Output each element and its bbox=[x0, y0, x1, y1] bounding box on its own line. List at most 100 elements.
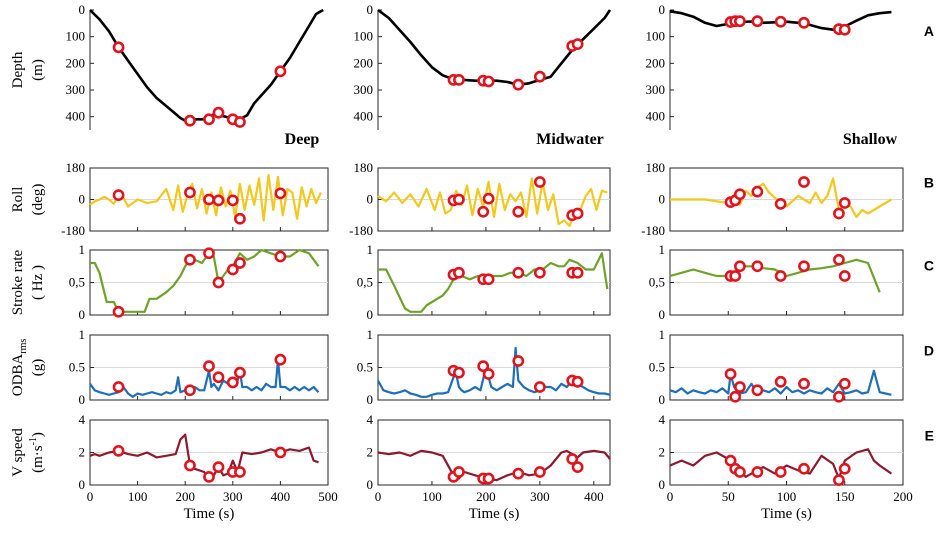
x-tick-label: 300 bbox=[530, 489, 550, 504]
event-marker bbox=[734, 466, 746, 478]
event-marker bbox=[184, 459, 196, 472]
event-marker bbox=[112, 444, 125, 457]
x-axis-label: Time (s) bbox=[469, 506, 520, 522]
y-tick-label: 180 bbox=[646, 160, 666, 175]
y-tick-label: 0 bbox=[79, 2, 86, 17]
event-marker bbox=[212, 461, 225, 474]
y-axis-units: (deg) bbox=[30, 184, 46, 216]
y-tick-label: 4 bbox=[79, 412, 86, 427]
event-marker bbox=[833, 474, 845, 487]
event-marker bbox=[203, 193, 215, 206]
column-title: Shallow bbox=[843, 131, 898, 148]
event-marker bbox=[833, 390, 845, 403]
y-tick-label: 0 bbox=[659, 2, 666, 17]
event-marker bbox=[774, 466, 787, 478]
event-marker bbox=[734, 188, 746, 201]
y-axis-label-sub: rms bbox=[18, 339, 29, 354]
x-tick-label: 0 bbox=[667, 489, 674, 504]
y-tick-label: 400 bbox=[354, 109, 374, 124]
y-tick-label: 100 bbox=[646, 29, 666, 44]
event-marker bbox=[838, 462, 851, 475]
series-line-depth bbox=[89, 8, 324, 122]
event-marker bbox=[833, 253, 845, 266]
event-marker bbox=[226, 263, 239, 276]
event-marker bbox=[274, 353, 287, 366]
event-marker bbox=[112, 41, 125, 54]
event-marker bbox=[571, 461, 584, 474]
y-tick-label: 4 bbox=[659, 412, 666, 427]
event-marker bbox=[571, 207, 584, 220]
y-tick-label: 1 bbox=[79, 327, 86, 342]
panel-shallow-stroke bbox=[669, 249, 904, 316]
y-tick-label: 0 bbox=[367, 2, 374, 17]
x-tick-label: 200 bbox=[175, 489, 195, 504]
y-tick-label: 1 bbox=[367, 242, 374, 257]
event-marker bbox=[203, 113, 215, 126]
y-tick-label: 0,5 bbox=[649, 275, 665, 290]
y-tick-label: 400 bbox=[66, 109, 86, 124]
event-marker bbox=[482, 368, 495, 380]
event-marker bbox=[833, 207, 845, 220]
y-tick-label: 200 bbox=[66, 55, 86, 70]
event-marker bbox=[729, 390, 742, 403]
y-tick-label: 0,5 bbox=[357, 275, 373, 290]
y-tick-label: 0 bbox=[659, 192, 666, 207]
y-tick-label: 1 bbox=[659, 327, 666, 342]
event-marker bbox=[226, 376, 239, 389]
event-marker bbox=[184, 186, 196, 199]
x-tick-label: 100 bbox=[128, 489, 148, 504]
y-axis-units: ( Hz ) bbox=[30, 265, 46, 300]
x-tick-label: 150 bbox=[835, 489, 855, 504]
y-tick-label: -180 bbox=[641, 223, 665, 238]
event-marker bbox=[212, 371, 225, 384]
event-marker bbox=[798, 377, 810, 390]
panel-deep-depth bbox=[89, 9, 94, 130]
y-axis-label: V speed bbox=[10, 428, 26, 477]
event-marker bbox=[533, 70, 546, 83]
event-marker bbox=[226, 194, 239, 207]
y-tick-label: 1 bbox=[79, 242, 86, 257]
event-marker bbox=[212, 276, 225, 289]
x-tick-label: 200 bbox=[476, 489, 496, 504]
series-line-roll bbox=[89, 173, 322, 222]
y-tick-label: 400 bbox=[646, 109, 666, 124]
series-line-roll bbox=[670, 177, 892, 219]
event-marker bbox=[734, 381, 746, 393]
x-axis-label: Time (s) bbox=[761, 506, 812, 522]
event-marker bbox=[751, 15, 764, 28]
row-letter: B bbox=[924, 175, 934, 191]
event-marker bbox=[566, 453, 579, 465]
y-tick-label: 180 bbox=[354, 160, 374, 175]
event-marker bbox=[234, 212, 246, 225]
y-tick-label: 300 bbox=[646, 82, 666, 97]
row-letter: C bbox=[924, 258, 934, 274]
event-marker bbox=[274, 65, 287, 78]
panel-midwater-stroke bbox=[377, 249, 611, 316]
y-tick-label: 0 bbox=[367, 392, 374, 407]
y-tick-label: 300 bbox=[354, 82, 374, 97]
y-axis-units-tail: ) bbox=[30, 432, 46, 437]
event-marker bbox=[533, 381, 546, 393]
panel-shallow-odba bbox=[669, 334, 904, 401]
x-tick-label: 0 bbox=[87, 489, 94, 504]
x-tick-label: 200 bbox=[893, 489, 913, 504]
event-marker bbox=[274, 446, 287, 459]
y-tick-label: 200 bbox=[354, 55, 374, 70]
event-marker bbox=[184, 253, 196, 266]
event-marker bbox=[203, 247, 215, 260]
event-marker bbox=[234, 466, 246, 478]
event-marker bbox=[751, 260, 764, 273]
event-marker bbox=[533, 466, 546, 478]
event-marker bbox=[482, 75, 495, 88]
y-tick-label: 0.5 bbox=[357, 360, 373, 375]
x-tick-label: 100 bbox=[777, 489, 797, 504]
panel-shallow-vspeed bbox=[669, 419, 904, 486]
event-marker bbox=[212, 106, 225, 119]
event-marker bbox=[203, 360, 215, 373]
event-marker bbox=[571, 375, 584, 388]
event-marker bbox=[571, 38, 584, 51]
x-tick-label: 400 bbox=[584, 489, 604, 504]
event-marker bbox=[533, 176, 546, 188]
event-marker bbox=[512, 355, 525, 367]
